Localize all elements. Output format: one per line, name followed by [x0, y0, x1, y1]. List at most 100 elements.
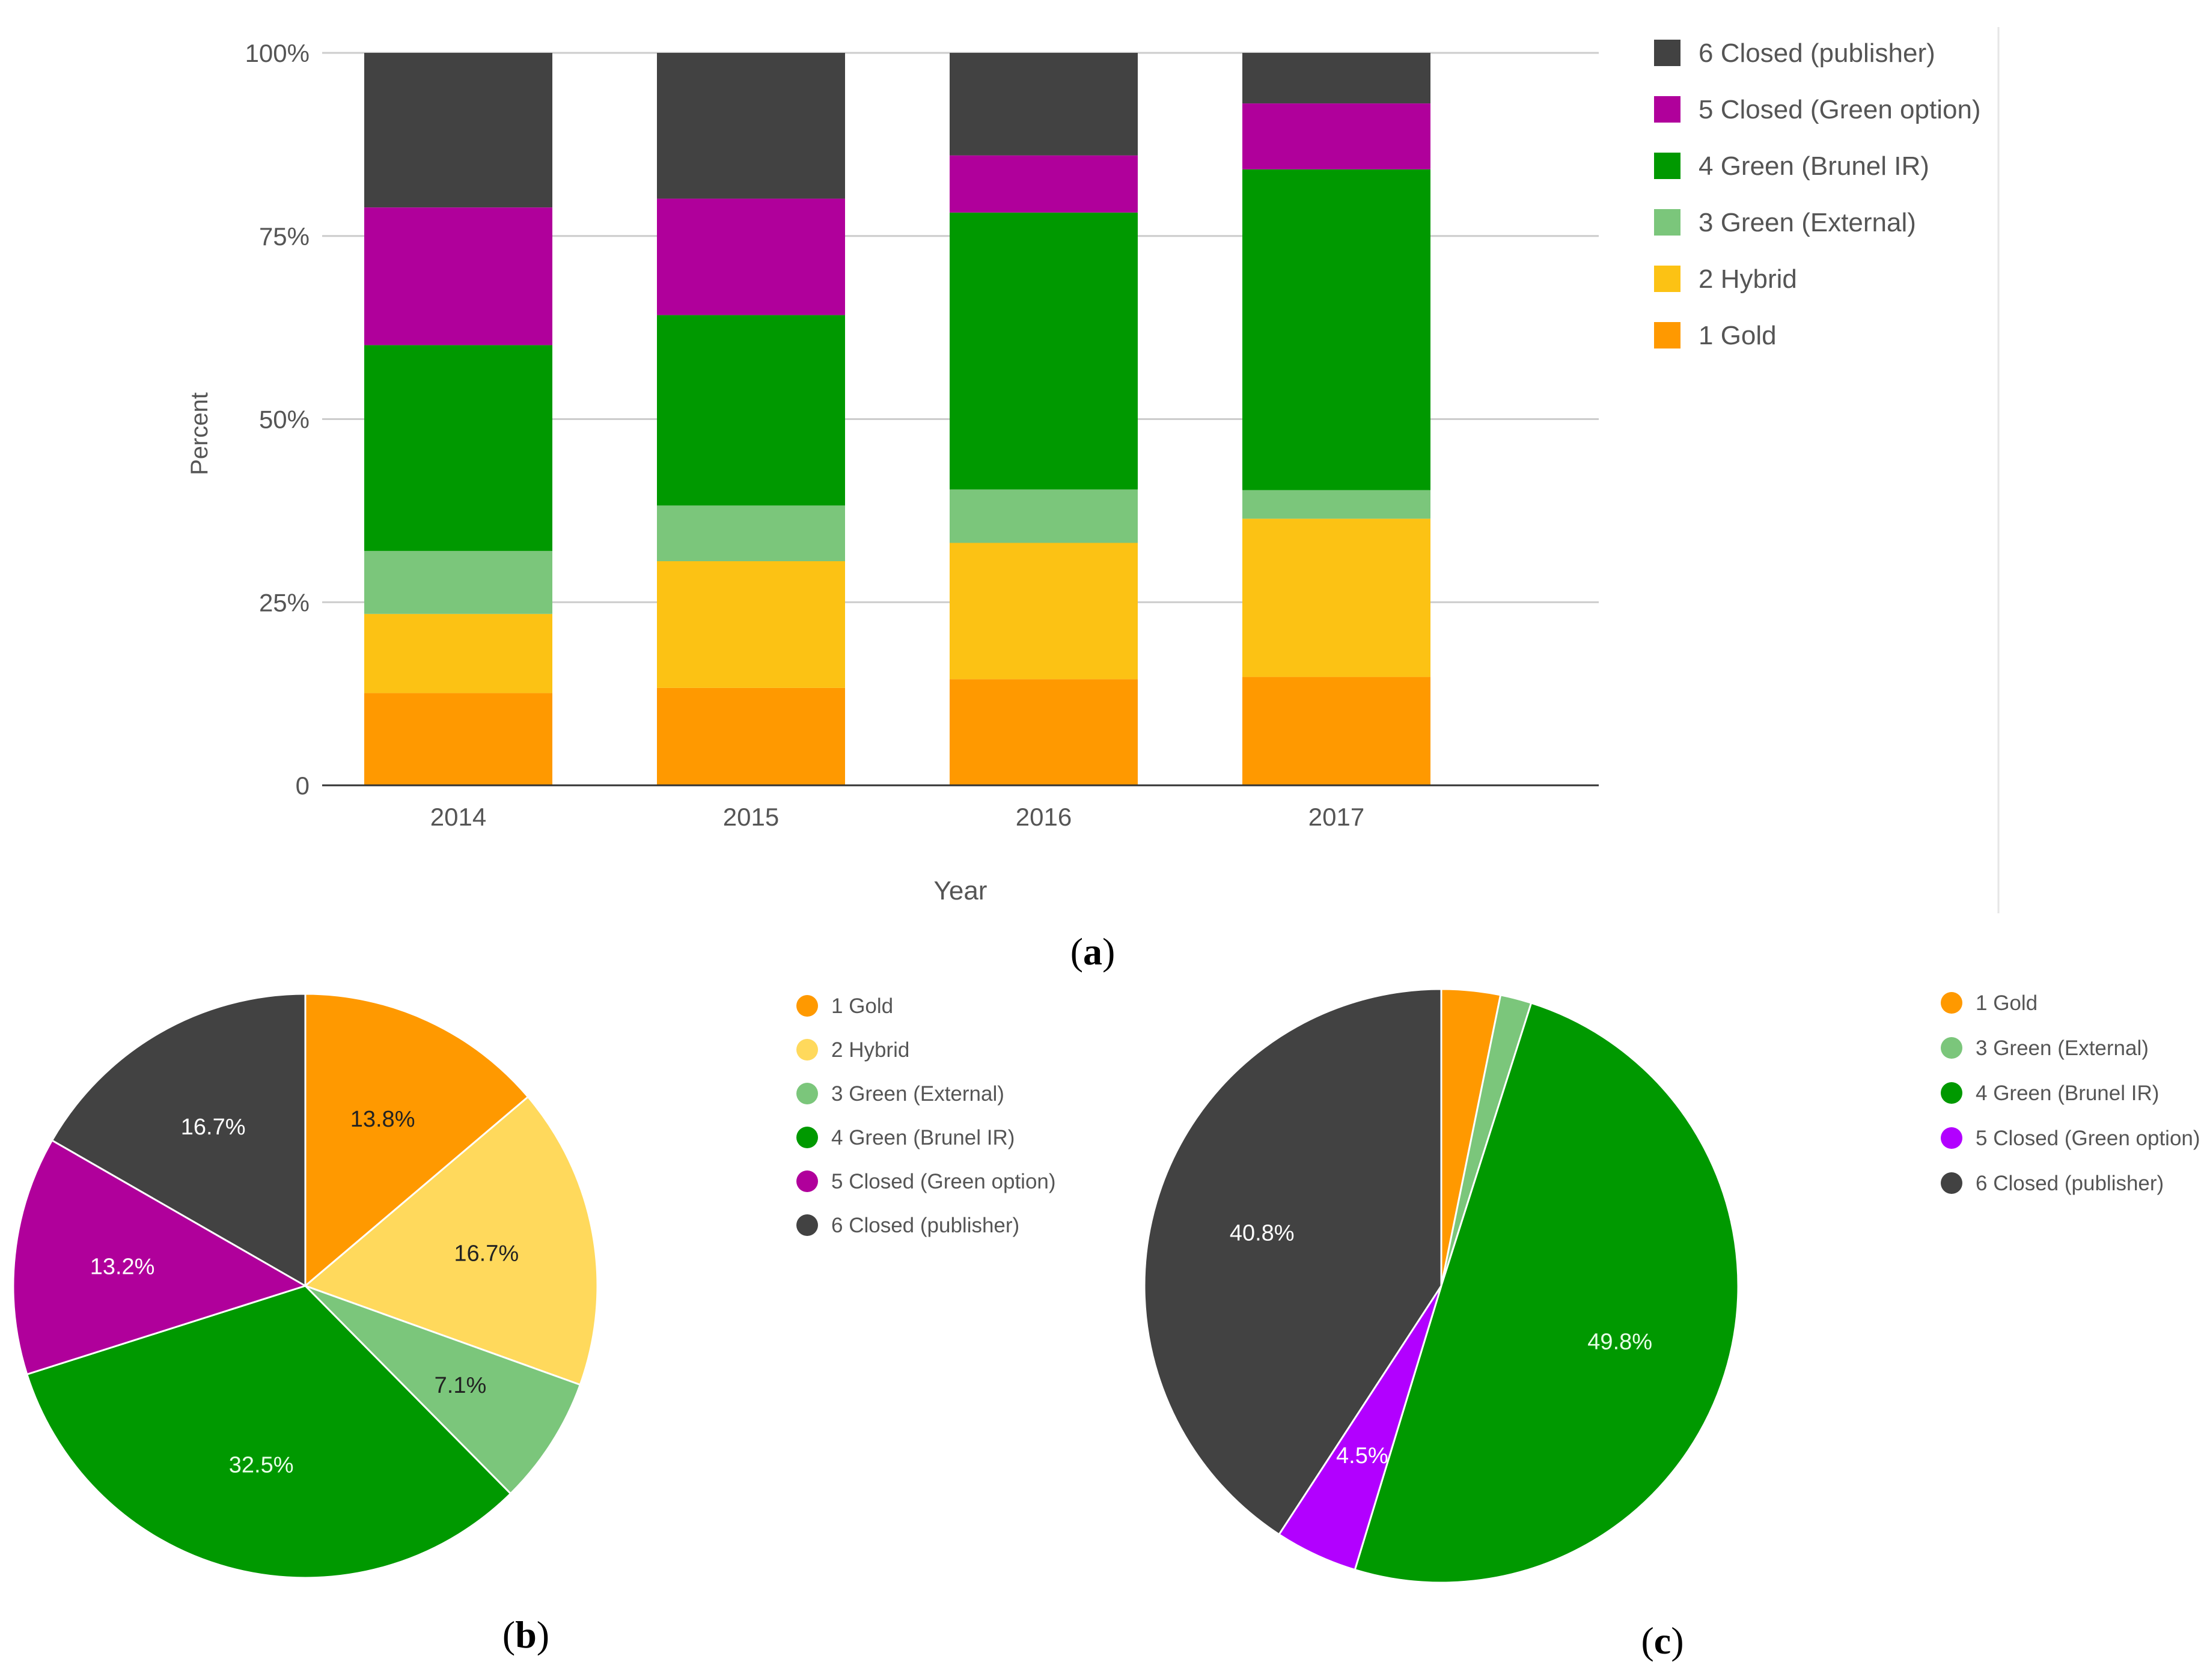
- bar-segment: [657, 687, 845, 785]
- legend: 1 Gold 2 Hybrid 3 Green (External) 4 Green …: [796, 994, 1056, 1237]
- pie-slice-label: 13.2%: [90, 1254, 155, 1279]
- legend-item: 2 Hybrid: [796, 1038, 909, 1062]
- svg-text:(a): (a): [1070, 930, 1116, 973]
- legend-swatch: [1654, 209, 1680, 236]
- legend-swatch: [1654, 153, 1680, 179]
- bar-segment: [1242, 53, 1430, 104]
- y-tick-label: 50%: [259, 406, 310, 434]
- legend-swatch: [1654, 322, 1680, 348]
- legend: 1 Gold 3 Green (External) 4 Green (Brunel …: [1941, 991, 2200, 1195]
- y-tick-label: 0: [296, 772, 310, 800]
- pie-slice-label: 13.8%: [350, 1107, 415, 1132]
- legend-label: 2 Hybrid: [1699, 264, 1797, 294]
- legend-label: 2 Hybrid: [831, 1038, 909, 1062]
- legend-label: 4 Green (Brunel IR): [1976, 1082, 2159, 1105]
- pie-slice-label: 16.7%: [454, 1241, 519, 1266]
- bar-segment: [1242, 169, 1430, 490]
- legend-swatch: [1654, 266, 1680, 292]
- bar-segment: [364, 550, 552, 614]
- legend-label: 6 Closed (publisher): [1699, 38, 1935, 68]
- legend-swatch: [796, 995, 818, 1017]
- panel-label-a-text: a: [1083, 930, 1102, 973]
- bar-segment: [657, 561, 845, 688]
- svg-text:(b): (b): [502, 1613, 549, 1656]
- bar-segment: [657, 198, 845, 315]
- legend-swatch: [796, 1083, 818, 1104]
- legend-swatch: [1654, 40, 1680, 66]
- legend-swatch: [796, 1039, 818, 1061]
- pie-slice-label: 40.8%: [1230, 1220, 1295, 1246]
- panel-label-c: (c): [1641, 1619, 1683, 1662]
- legend-item: 4 Green (Brunel IR): [1941, 1082, 2159, 1105]
- stacked-bar-chart: 0 25% 50% 75% 100% 2014 2015 2016 2017 Year Per…: [186, 27, 2000, 973]
- legend-swatch: [1941, 1172, 1962, 1194]
- legend-label: 3 Green (External): [1976, 1036, 2149, 1060]
- legend-item: 6 Closed (publisher): [796, 1214, 1019, 1237]
- bar-segment: [1242, 677, 1430, 785]
- legend-label: 1 Gold: [1699, 321, 1777, 350]
- legend-label: 1 Gold: [1976, 991, 2038, 1015]
- bar-segment: [950, 212, 1138, 490]
- pie-slice-label: 4.5%: [1336, 1443, 1388, 1468]
- legend: 6 Closed (publisher) 5 Closed (Green opti…: [1654, 38, 1981, 350]
- legend-item: 3 Green (External): [1654, 208, 1916, 237]
- x-tick-label: 2016: [1016, 803, 1072, 831]
- pie-slice: [25, 1285, 512, 1579]
- pie-slice: [50, 993, 307, 1288]
- x-tick-label: 2017: [1308, 803, 1364, 831]
- legend-label: 4 Green (Brunel IR): [1699, 151, 1929, 181]
- legend-swatch: [1941, 1037, 1962, 1059]
- y-tick-label: 25%: [259, 588, 310, 616]
- legend-swatch: [796, 1127, 818, 1148]
- pie-slice: [304, 993, 530, 1288]
- legend-item: 2 Hybrid: [1654, 264, 1797, 294]
- bar-segment: [364, 207, 552, 345]
- legend-item: 6 Closed (publisher): [1654, 38, 1935, 68]
- pie-slices: [12, 993, 599, 1579]
- panel-label-c-text: c: [1654, 1619, 1671, 1662]
- pie-slice-label: 16.7%: [181, 1115, 246, 1140]
- x-tick-label: 2014: [430, 803, 486, 831]
- legend-swatch: [1941, 992, 1962, 1014]
- legend-swatch: [796, 1170, 818, 1192]
- legend-label: 1 Gold: [831, 994, 893, 1018]
- bar-segment: [657, 505, 845, 561]
- legend-item: 5 Closed (Green option): [1941, 1127, 2200, 1150]
- legend-item: 5 Closed (Green option): [796, 1170, 1056, 1193]
- legend-item: 4 Green (Brunel IR): [796, 1126, 1015, 1149]
- legend-item: 6 Closed (publisher): [1941, 1172, 2164, 1195]
- x-tick-label: 2015: [723, 803, 779, 831]
- panel-label-a: (a): [1070, 930, 1116, 973]
- panel-label-b-text: b: [515, 1613, 537, 1656]
- bar-segment: [657, 315, 845, 506]
- bar-segment: [1242, 519, 1430, 677]
- legend-label: 3 Green (External): [831, 1082, 1004, 1106]
- legend-swatch: [1654, 96, 1680, 123]
- legend-swatch: [796, 1214, 818, 1236]
- bar-segment: [364, 693, 552, 785]
- y-tick-label: 75%: [259, 222, 310, 251]
- pie-chart-c: 49.8% 4.5% 40.8% 1 Gold 3 Green (External) 4…: [1143, 988, 2200, 1662]
- legend-item: 4 Green (Brunel IR): [1654, 151, 1929, 181]
- bar-segment: [364, 345, 552, 551]
- y-tick-labels: 0 25% 50% 75% 100%: [245, 39, 310, 800]
- bar-segment: [950, 53, 1138, 156]
- x-tick-labels: 2014 2015 2016 2017: [430, 803, 1364, 831]
- bar-segment: [1242, 490, 1430, 519]
- pie-slice-label: 49.8%: [1587, 1329, 1652, 1354]
- pie-slice: [12, 1139, 308, 1376]
- bar-stacks: [364, 53, 1430, 785]
- bar-segment: [1242, 103, 1430, 169]
- pie-slice-label: 32.5%: [229, 1452, 294, 1478]
- pie-slice: [304, 1095, 599, 1386]
- pie-slice: [1354, 1002, 1739, 1584]
- legend-label: 4 Green (Brunel IR): [831, 1126, 1015, 1149]
- bar-segment: [657, 53, 845, 199]
- legend-label: 6 Closed (publisher): [1976, 1172, 2164, 1195]
- y-axis-title: Percent: [186, 392, 213, 475]
- legend-swatch: [1941, 1082, 1962, 1104]
- x-axis-title: Year: [934, 876, 988, 905]
- legend-item: 1 Gold: [796, 994, 893, 1018]
- pie-slice: [304, 1285, 582, 1495]
